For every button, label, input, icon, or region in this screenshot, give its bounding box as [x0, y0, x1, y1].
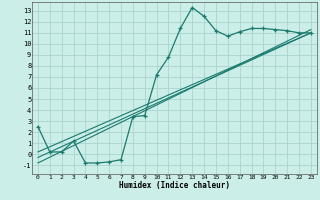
- X-axis label: Humidex (Indice chaleur): Humidex (Indice chaleur): [119, 181, 230, 190]
